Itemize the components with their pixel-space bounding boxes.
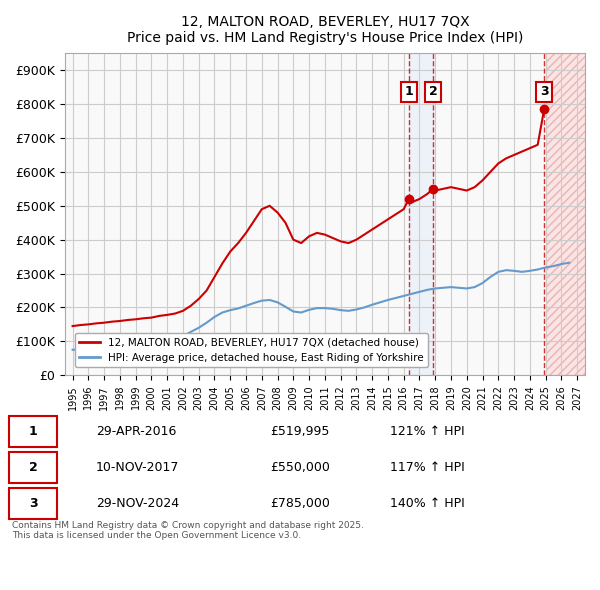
Text: 2: 2 — [428, 86, 437, 99]
Text: 3: 3 — [540, 86, 548, 99]
Legend: 12, MALTON ROAD, BEVERLEY, HU17 7QX (detached house), HPI: Average price, detach: 12, MALTON ROAD, BEVERLEY, HU17 7QX (det… — [75, 333, 428, 367]
Text: 29-NOV-2024: 29-NOV-2024 — [96, 497, 179, 510]
Bar — [545, 53, 585, 375]
Text: 1: 1 — [404, 86, 413, 99]
Text: Contains HM Land Registry data © Crown copyright and database right 2025.
This d: Contains HM Land Registry data © Crown c… — [12, 521, 364, 540]
Text: 140% ↑ HPI: 140% ↑ HPI — [390, 497, 465, 510]
Text: 121% ↑ HPI: 121% ↑ HPI — [390, 425, 464, 438]
Text: £519,995: £519,995 — [270, 425, 329, 438]
Text: 3: 3 — [29, 497, 37, 510]
Text: 29-APR-2016: 29-APR-2016 — [96, 425, 176, 438]
Text: 10-NOV-2017: 10-NOV-2017 — [96, 461, 179, 474]
Text: 2: 2 — [29, 461, 37, 474]
FancyBboxPatch shape — [9, 452, 57, 483]
Title: 12, MALTON ROAD, BEVERLEY, HU17 7QX
Price paid vs. HM Land Registry's House Pric: 12, MALTON ROAD, BEVERLEY, HU17 7QX Pric… — [127, 15, 523, 45]
Text: 1: 1 — [29, 425, 37, 438]
FancyBboxPatch shape — [9, 489, 57, 519]
FancyBboxPatch shape — [9, 415, 57, 447]
Text: £550,000: £550,000 — [270, 461, 330, 474]
Bar — [545, 53, 585, 375]
Text: £785,000: £785,000 — [270, 497, 330, 510]
Bar — [409, 53, 433, 375]
Text: 117% ↑ HPI: 117% ↑ HPI — [390, 461, 465, 474]
